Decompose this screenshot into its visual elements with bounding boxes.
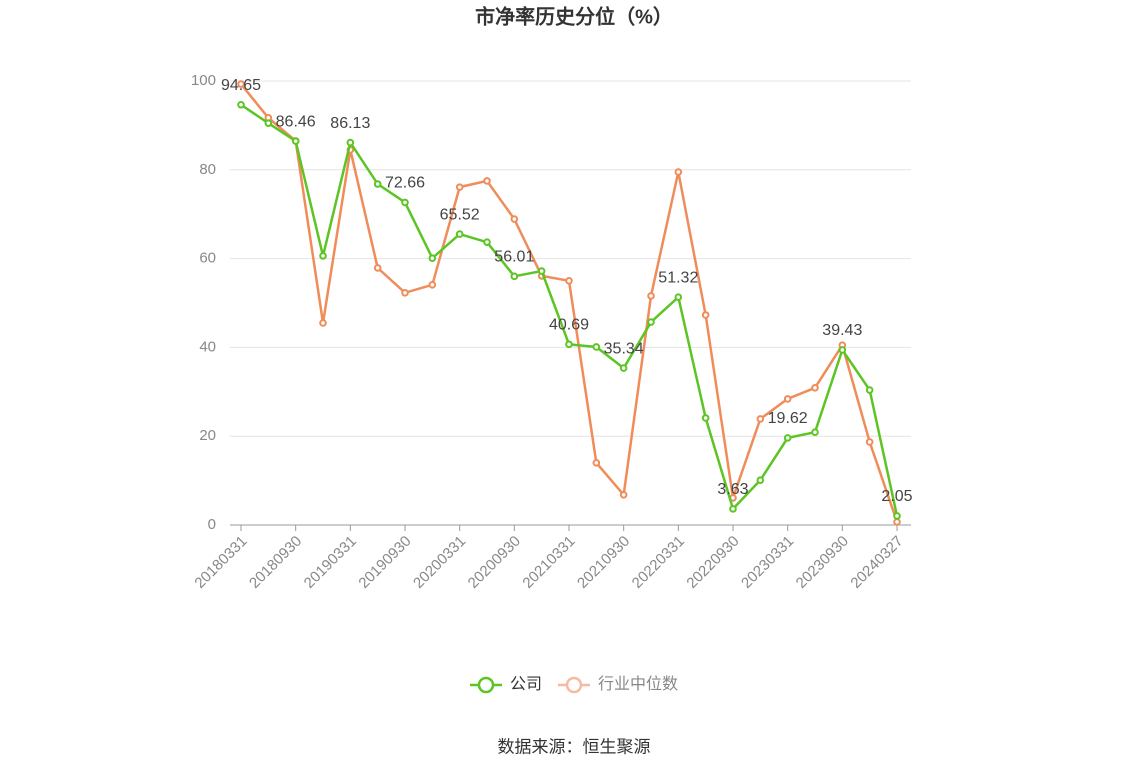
data-label: 94.65 bbox=[221, 77, 261, 94]
chart-title: 市净率历史分位（%） bbox=[475, 4, 673, 28]
x-tick-label: 20220331 bbox=[629, 533, 688, 592]
data-label: 72.66 bbox=[385, 175, 425, 192]
data-label: 39.43 bbox=[822, 322, 862, 339]
x-tick-label: 20220930 bbox=[683, 533, 742, 592]
x-tick-label: 20180930 bbox=[246, 533, 305, 592]
data-point bbox=[674, 293, 683, 301]
data-point bbox=[619, 364, 628, 372]
data-label: 2.05 bbox=[881, 488, 912, 505]
data-point bbox=[373, 264, 382, 272]
data-point bbox=[865, 386, 874, 394]
source: 数据来源：恒生聚源 bbox=[498, 737, 651, 756]
data-point bbox=[510, 215, 519, 223]
x-tick-label: 20240327 bbox=[847, 533, 906, 592]
legend-label: 行业中位数 bbox=[598, 675, 678, 693]
data-point bbox=[455, 183, 464, 191]
legend-marker bbox=[565, 676, 583, 694]
x-tick-label: 20230331 bbox=[738, 533, 797, 592]
data-point bbox=[729, 505, 737, 513]
legend-marker bbox=[477, 676, 495, 694]
data-label: 86.13 bbox=[330, 115, 370, 132]
x-tick-label: 20210331 bbox=[519, 533, 578, 592]
data-point bbox=[811, 384, 819, 392]
x-tick-label: 20200930 bbox=[465, 533, 524, 592]
series-line bbox=[240, 103, 899, 517]
data-point bbox=[319, 319, 327, 327]
data-point bbox=[701, 311, 710, 319]
x-tick-label: 20190331 bbox=[301, 533, 360, 592]
y-tick-label: 60 bbox=[199, 250, 216, 267]
data-point bbox=[237, 100, 245, 109]
data-label: 19.62 bbox=[768, 410, 808, 427]
y-tick-label: 80 bbox=[199, 161, 216, 178]
data-point bbox=[893, 512, 901, 520]
data-point bbox=[647, 292, 655, 300]
data-point bbox=[619, 491, 628, 499]
data-point bbox=[893, 518, 901, 526]
data-point bbox=[346, 138, 355, 147]
series-line bbox=[240, 83, 899, 523]
data-point bbox=[756, 476, 765, 484]
data-label: 65.52 bbox=[440, 206, 480, 223]
data-point bbox=[291, 137, 300, 145]
data-label: 86.46 bbox=[276, 113, 316, 130]
data-point bbox=[483, 238, 491, 246]
data-point bbox=[264, 119, 273, 127]
data-label: 56.01 bbox=[494, 249, 534, 266]
data-label: 40.69 bbox=[549, 317, 589, 334]
data-point bbox=[783, 434, 792, 442]
data-point bbox=[455, 230, 464, 238]
x-tick-label: 20210930 bbox=[574, 533, 633, 592]
data-point bbox=[865, 438, 874, 446]
data-point bbox=[537, 267, 546, 275]
data-point bbox=[783, 395, 792, 403]
data-label: 51.32 bbox=[658, 269, 698, 286]
data-point bbox=[428, 254, 437, 262]
data-point bbox=[701, 414, 710, 422]
y-tick-label: 0 bbox=[208, 516, 216, 533]
data-point bbox=[401, 198, 409, 207]
y-tick-label: 20 bbox=[199, 427, 216, 444]
data-point bbox=[756, 415, 765, 423]
x-tick-label: 20190930 bbox=[355, 533, 414, 592]
data-point bbox=[319, 252, 327, 260]
data-point bbox=[373, 180, 382, 188]
data-point bbox=[237, 80, 245, 88]
data-point bbox=[674, 168, 683, 176]
data-point bbox=[565, 277, 573, 285]
data-point bbox=[565, 340, 573, 349]
y-tick-label: 100 bbox=[191, 72, 216, 89]
legend-label: 公司 bbox=[510, 676, 542, 693]
x-tick-label: 20180331 bbox=[191, 533, 250, 592]
data-point bbox=[811, 428, 819, 437]
data-point bbox=[838, 346, 847, 354]
data-point bbox=[592, 343, 601, 351]
data-point bbox=[483, 177, 491, 185]
y-tick-label: 40 bbox=[199, 338, 216, 355]
data-point bbox=[401, 288, 409, 297]
data-label: 3.63 bbox=[717, 481, 748, 498]
x-tick-label: 20200331 bbox=[410, 533, 469, 592]
data-label: 35.34 bbox=[604, 340, 644, 357]
x-tick-label: 20230930 bbox=[793, 533, 852, 592]
data-point bbox=[592, 459, 601, 467]
data-point bbox=[428, 280, 437, 289]
data-point bbox=[647, 318, 655, 326]
data-point bbox=[510, 272, 519, 281]
